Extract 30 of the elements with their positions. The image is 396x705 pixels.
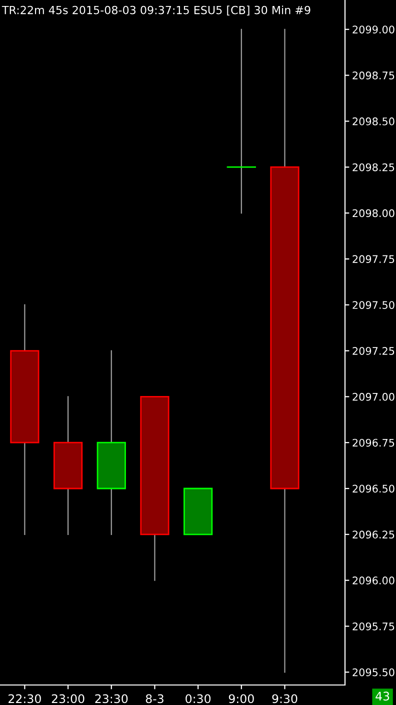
candlestick xyxy=(96,350,126,535)
y-tick-label: 2097.25 xyxy=(352,346,394,355)
y-tick-label: 2099.00 xyxy=(352,26,394,34)
x-tick-label: 8-3 xyxy=(146,694,164,704)
y-tick-label: 2097.75 xyxy=(352,255,394,264)
y-tick-label: 2096.25 xyxy=(352,530,394,539)
x-tick-label: 23:00 xyxy=(52,694,84,704)
y-tick-label: 2097.50 xyxy=(352,301,394,309)
y-tick-label: 2095.75 xyxy=(352,622,394,630)
candlestick xyxy=(226,28,256,214)
chart-title: TR:22m 45s 2015-08-03 09:37:15 ESU5 [CB] 30 Min #9 xyxy=(2,6,310,16)
y-tick-label: 2097.00 xyxy=(352,392,394,401)
x-tick-label: 22:30 xyxy=(8,694,41,704)
x-tick-label: 9:00 xyxy=(228,694,254,704)
y-tick-label: 2096.75 xyxy=(352,438,394,447)
candlestick xyxy=(53,396,83,535)
candlestick xyxy=(140,396,170,581)
x-tick-label: 23:30 xyxy=(95,694,128,704)
y-tick-label: 2095.50 xyxy=(352,668,394,676)
candlestick xyxy=(270,28,300,673)
y-tick-label: 2098.50 xyxy=(352,117,394,126)
y-tick-label: 2098.75 xyxy=(352,72,394,80)
y-tick-label: 2098.00 xyxy=(352,209,394,218)
x-tick-label: 9:30 xyxy=(272,694,298,704)
y-tick-label: 2098.25 xyxy=(352,163,394,172)
y-tick-label: 2096.00 xyxy=(352,576,394,584)
y-tick-label: 2096.50 xyxy=(352,484,394,493)
text: 43 xyxy=(376,692,390,701)
x-tick-label: 0:30 xyxy=(186,694,211,704)
candlestick xyxy=(10,304,40,535)
